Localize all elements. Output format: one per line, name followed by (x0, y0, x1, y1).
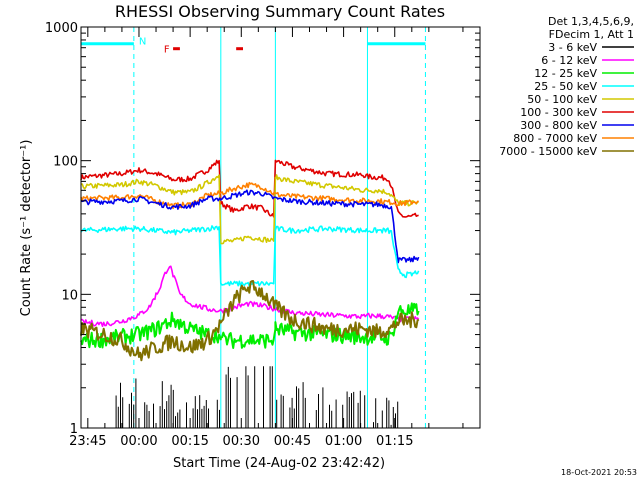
series-line-6-12kev-5 (80, 265, 420, 327)
legend-label-4: 25 - 50 keV (534, 80, 597, 93)
x-tick-label-00:45: 00:45 (274, 434, 311, 449)
series-line-50-100kev-1 (80, 174, 419, 245)
legend-label-3: 12 - 25 keV (534, 67, 597, 80)
x-tick-label-01:15: 01:15 (376, 434, 413, 449)
y-tick-label-100: 100 (53, 155, 78, 170)
series-line-800-7000kev-2 (80, 181, 420, 210)
axes: 1 10 100 1000 23:45 00:00 00:15 00:30 00:45 01:00… (45, 21, 481, 449)
legend-header-line-1: Det 1,3,4,5,6,9, (548, 15, 634, 28)
flare-annotation: F (164, 45, 170, 56)
y-axis-label: Count Rate (s⁻¹ detector⁻¹) (19, 140, 34, 317)
x-tick-label-00:15: 00:15 (171, 434, 208, 449)
legend-label-1: 3 - 6 keV (548, 41, 597, 54)
footer-timestamp: 18-Oct-2021 20:53 (561, 468, 637, 477)
legend: Det 1,3,4,5,6,9,FDecim 1, Att 13 - 6 keV… (499, 15, 634, 158)
series-line-25-50kev-4 (80, 225, 420, 287)
legend-label-2: 6 - 12 keV (541, 54, 597, 67)
legend-label-5: 50 - 100 keV (527, 93, 597, 106)
y-tick-label-1000: 1000 (45, 21, 78, 36)
plot-area: NF (80, 27, 426, 428)
y-tick-label-1: 1 (70, 422, 78, 437)
x-axis-label: Start Time (24-Aug-02 23:42:42) (173, 456, 385, 471)
series-line-300-800kev-3 (80, 189, 420, 264)
legend-label-8: 800 - 7000 keV (513, 132, 597, 145)
chart-title: RHESSI Observing Summary Count Rates (115, 2, 445, 21)
legend-label-7: 300 - 800 keV (520, 119, 597, 132)
series-line-7000-15000kev-7 (80, 280, 420, 362)
legend-label-6: 100 - 300 keV (520, 106, 597, 119)
plot-frame (80, 26, 481, 429)
x-tick-label-01:00: 01:00 (325, 434, 362, 449)
x-tick-label-00:00: 00:00 (120, 434, 157, 449)
x-tick-label-23:45: 23:45 (69, 434, 106, 449)
legend-label-9: 7000 - 15000 keV (499, 145, 597, 158)
series-line-100-300kev-0 (80, 159, 419, 218)
x-tick-label-00:30: 00:30 (223, 434, 260, 449)
y-tick-label-10: 10 (61, 288, 78, 303)
series-line-12-25kev-6 (80, 302, 420, 349)
legend-header-line-2: FDecim 1, Att 1 (549, 28, 634, 41)
night-annotation: N (139, 37, 146, 48)
series-line-3-6-kev (115, 366, 399, 428)
